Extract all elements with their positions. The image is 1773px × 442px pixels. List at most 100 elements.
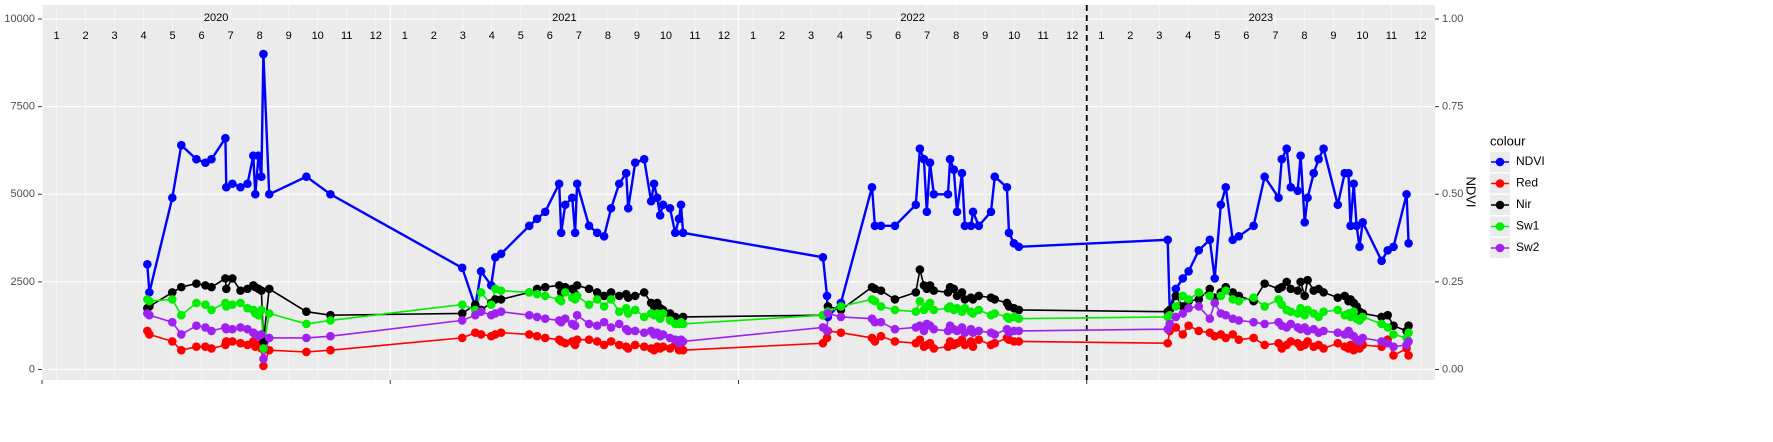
- x-tick-label: 2: [1127, 30, 1133, 42]
- point: [876, 302, 886, 311]
- point: [192, 298, 201, 308]
- y2-tick-label: 0.25: [1442, 276, 1463, 288]
- point: [168, 317, 177, 327]
- point: [168, 288, 177, 297]
- point: [614, 291, 624, 301]
- point: [192, 342, 201, 352]
- point: [570, 321, 580, 330]
- x-tick-label: 6: [1243, 30, 1249, 42]
- x-tick-label: 6: [199, 30, 205, 42]
- point: [968, 207, 978, 217]
- point: [670, 228, 680, 238]
- point: [570, 228, 580, 238]
- point: [532, 312, 542, 322]
- point: [1184, 295, 1193, 304]
- x-tick-label: 11: [1038, 30, 1049, 42]
- point: [1260, 279, 1269, 288]
- point: [945, 154, 955, 164]
- point: [1171, 291, 1181, 301]
- x-tick-label: 12: [1066, 30, 1078, 42]
- point: [264, 284, 274, 294]
- point: [177, 345, 186, 355]
- point: [1249, 221, 1258, 231]
- point: [1234, 316, 1244, 325]
- point: [572, 291, 582, 301]
- point: [1319, 144, 1328, 153]
- point: [870, 317, 880, 327]
- x-tick-label: 12: [1414, 30, 1426, 42]
- point: [486, 300, 496, 309]
- point: [1358, 217, 1368, 227]
- x-tick-label: 8: [953, 30, 959, 42]
- point: [1249, 293, 1258, 302]
- x-tick-label: 1: [1098, 30, 1104, 42]
- point: [1296, 277, 1305, 287]
- point: [1402, 189, 1411, 199]
- point: [496, 328, 506, 337]
- point: [599, 302, 609, 311]
- point: [257, 330, 266, 339]
- point: [1286, 337, 1296, 346]
- point: [145, 310, 154, 320]
- point: [177, 140, 186, 150]
- point: [192, 279, 201, 288]
- point: [639, 342, 649, 352]
- y2-axis-title: NDVI: [1464, 176, 1479, 207]
- point: [674, 214, 684, 224]
- point: [572, 281, 582, 290]
- point: [599, 291, 609, 301]
- point: [1314, 154, 1323, 164]
- x-tick-label: 10: [1356, 30, 1368, 42]
- point: [1184, 303, 1193, 313]
- point: [639, 288, 649, 297]
- point: [1296, 303, 1305, 313]
- point: [876, 286, 886, 295]
- point: [207, 326, 216, 336]
- point: [236, 182, 245, 192]
- point: [1358, 312, 1368, 322]
- x-tick-label: 11: [689, 30, 700, 42]
- legend-point: [1495, 157, 1505, 167]
- x-tick-label: 7: [924, 30, 930, 42]
- point: [251, 189, 260, 199]
- point: [957, 168, 967, 178]
- point: [177, 330, 186, 339]
- point: [1282, 277, 1292, 287]
- point: [870, 337, 880, 346]
- point: [221, 284, 231, 294]
- point: [592, 321, 602, 330]
- point: [476, 307, 486, 316]
- point: [1216, 200, 1226, 210]
- x-tick-label: 4: [141, 30, 147, 42]
- point: [1309, 168, 1318, 178]
- x-tick-label: 5: [866, 30, 872, 42]
- point: [228, 337, 237, 346]
- point: [822, 333, 832, 343]
- point: [1286, 284, 1296, 294]
- point: [623, 293, 633, 302]
- point: [990, 309, 1000, 318]
- point: [1277, 154, 1287, 164]
- point: [823, 309, 833, 318]
- x-tick-label: 7: [228, 30, 234, 42]
- point: [1014, 337, 1024, 346]
- point: [990, 330, 1000, 339]
- point: [572, 335, 582, 344]
- y-tick-label: 0: [29, 363, 35, 375]
- point: [867, 182, 877, 192]
- point: [1014, 242, 1024, 252]
- y-tick-label: 7500: [11, 101, 35, 113]
- point: [818, 253, 828, 262]
- point: [1346, 221, 1355, 231]
- y2-tick-label: 0.50: [1442, 188, 1463, 200]
- point: [1004, 228, 1014, 238]
- point: [974, 335, 984, 344]
- point: [890, 305, 900, 315]
- point: [621, 168, 631, 178]
- point: [1184, 321, 1193, 330]
- point: [1300, 217, 1309, 227]
- point: [524, 310, 534, 320]
- point: [1234, 335, 1244, 344]
- point: [990, 338, 1000, 348]
